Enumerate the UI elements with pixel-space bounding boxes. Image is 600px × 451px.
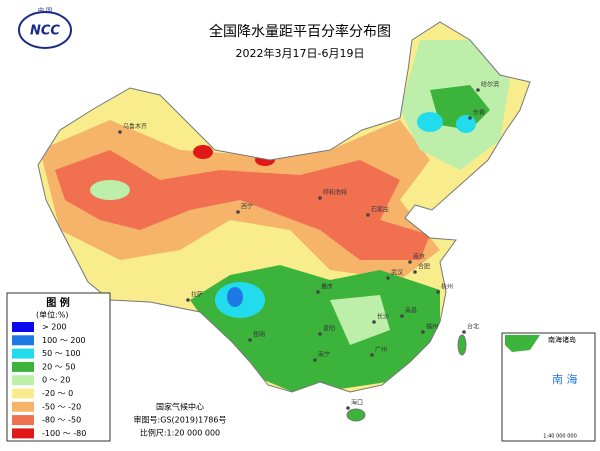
city-label: 贵阳 — [323, 325, 335, 333]
city-label: 合肥 — [418, 263, 430, 271]
legend-swatch — [12, 335, 34, 346]
city-dot — [413, 270, 417, 274]
city-label: 台北 — [467, 323, 479, 331]
subtitle: 2022年3月17日-6月19日 — [236, 46, 365, 60]
city-label: 长春 — [473, 109, 485, 117]
city-label: 福州 — [426, 323, 438, 331]
city-label: 南京 — [413, 253, 425, 261]
inset-title: 南海诸岛 — [548, 335, 576, 344]
inset-scale: 1:40 000 000 — [543, 434, 577, 440]
city-label: 海口 — [351, 399, 363, 407]
legend-label: -80 ～ -50 — [42, 416, 81, 425]
logo-name: NCC — [30, 24, 60, 39]
legend-swatch — [12, 348, 34, 359]
city-dot — [421, 330, 425, 334]
city-dot — [346, 406, 350, 410]
legend-swatch — [12, 361, 34, 372]
footer-org: 国家气候中心 — [156, 402, 204, 412]
legend-label: -100 ～ -80 — [42, 429, 86, 438]
city-label: 南宁 — [318, 351, 330, 359]
city-dot — [436, 290, 440, 294]
city-dot — [313, 358, 317, 362]
city-dot — [248, 338, 252, 342]
legend-label: -50 ～ -20 — [42, 402, 81, 411]
city-dot — [236, 210, 240, 214]
legend-swatch — [12, 322, 34, 332]
city-label: 石家庄 — [371, 206, 389, 214]
hainan — [346, 408, 366, 422]
city-label: 呼和浩特 — [323, 189, 347, 197]
city-label: 昆明 — [253, 332, 265, 339]
legend-title: 图 例 — [46, 296, 69, 309]
legend-label: 50 ～ 100 — [42, 349, 81, 358]
inset: 南海诸岛 南 海 1:40 000 000 — [501, 332, 596, 442]
city-dot — [366, 213, 370, 217]
legend-label: 20 ～ 50 — [42, 362, 75, 371]
city-dot — [386, 276, 390, 280]
city-label: 重庆 — [321, 283, 333, 291]
city-dot — [186, 298, 190, 302]
city-label: 乌鲁木齐 — [123, 123, 147, 131]
legend-swatch — [12, 375, 34, 386]
border — [37, 21, 531, 393]
footer-approval: 审图号:GS(2019)1786号 — [134, 415, 227, 425]
legend-label: 100 ～ 200 — [42, 336, 86, 345]
city-label: 广州 — [375, 346, 387, 354]
title: 全国降水量距平百分率分布图 — [209, 23, 391, 40]
city-label: 杭州 — [441, 283, 453, 291]
legend-swatch — [12, 401, 34, 412]
taiwan — [457, 334, 467, 356]
logo: 中 国 NCC — [18, 7, 72, 49]
city-label: 拉萨 — [191, 291, 203, 299]
city-label: 哈尔滨 — [481, 81, 499, 89]
city-label: 西宁 — [241, 203, 253, 211]
logo-top: 中 国 — [38, 7, 52, 15]
city-dot — [462, 330, 466, 334]
city-label: 南昌 — [405, 307, 417, 315]
legend-swatch — [12, 388, 34, 399]
city-label: 武汉 — [391, 269, 403, 277]
legend-label: -20 ～ 0 — [42, 389, 73, 398]
inset-sea: 南 海 — [552, 372, 578, 386]
city-dot — [118, 130, 122, 134]
city-dot — [400, 314, 404, 318]
city-dot — [316, 290, 320, 294]
legend-items: > 200 100 ～ 200 50 ～ 100 20 ～ 50 0 ～ 20 -20 ～… — [12, 322, 86, 439]
legend-label: 0 ～ 20 — [42, 376, 70, 385]
city-label: 长沙 — [377, 313, 389, 321]
city-dot — [468, 116, 472, 120]
city-dot — [476, 88, 480, 92]
legend-swatch — [12, 415, 34, 426]
legend-unit: (单位:%) — [36, 310, 69, 320]
footer-scale: 比例尺:1:20 000 000 — [140, 428, 220, 438]
city-dot — [372, 320, 376, 324]
city-dot — [318, 196, 322, 200]
city-dot — [408, 260, 412, 264]
city-dot — [370, 353, 374, 357]
legend-label: > 200 — [42, 323, 67, 332]
city-dot — [318, 332, 322, 336]
legend-swatch — [12, 428, 34, 439]
